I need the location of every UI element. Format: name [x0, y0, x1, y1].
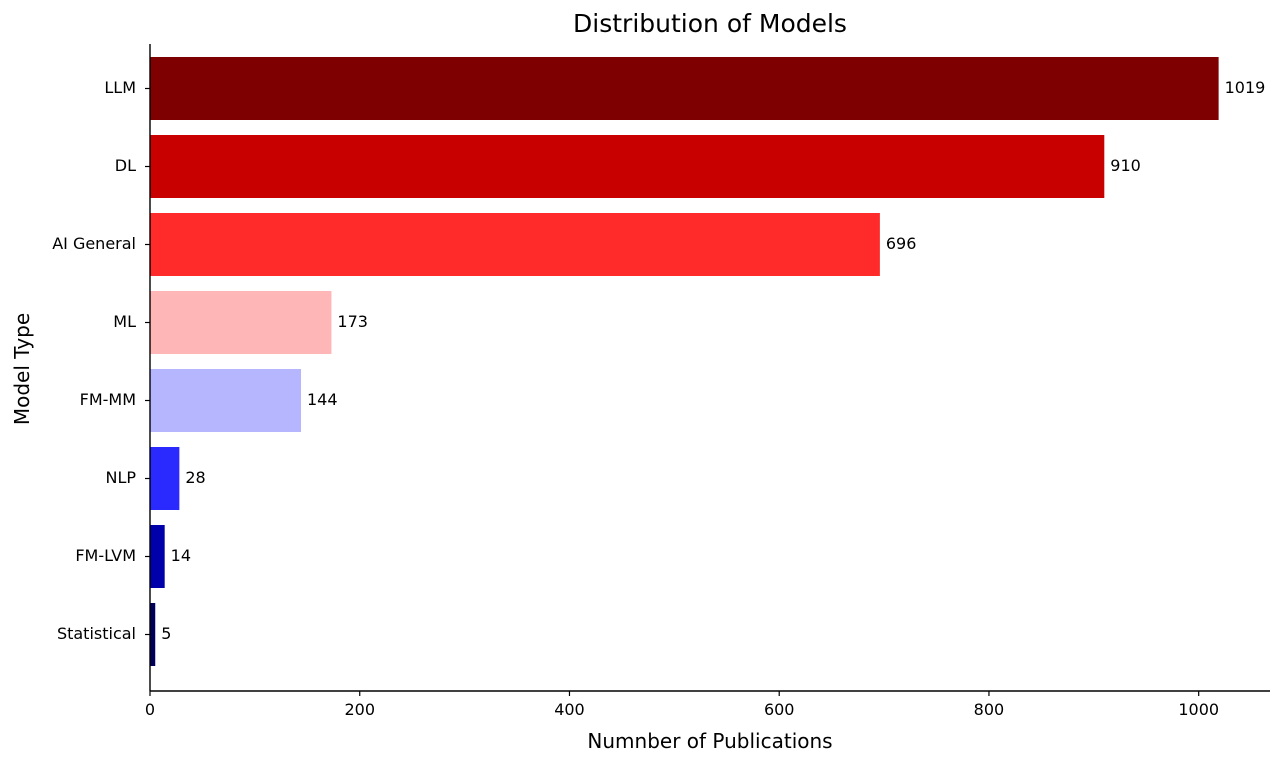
value-label-ai-general: 696 — [886, 234, 917, 253]
x-tick-label-600: 600 — [764, 700, 795, 719]
y-tick-label-nlp: NLP — [105, 468, 136, 487]
bar-ai-general — [150, 213, 880, 276]
bar-ml — [150, 291, 332, 354]
x-tick-label-400: 400 — [554, 700, 585, 719]
bar-dl — [150, 135, 1105, 198]
chart-title: Distribution of Models — [573, 9, 847, 38]
value-label-nlp: 28 — [185, 468, 205, 487]
x-tick-label-800: 800 — [974, 700, 1005, 719]
y-ticks-group: LLM DL AI General ML FM-MM NLP FM-LVM Statistic… — [52, 78, 150, 643]
bar-llm — [150, 57, 1219, 120]
value-label-llm: 1019 — [1225, 78, 1266, 97]
value-labels-group: 1019 910 696 173 144 28 14 5 — [161, 78, 1265, 643]
y-tick-label-statistical: Statistical — [57, 624, 136, 643]
y-tick-label-fm-lvm: FM-LVM — [75, 546, 136, 565]
y-tick-label-dl: DL — [115, 156, 136, 175]
y-tick-label-ai-general: AI General — [52, 234, 136, 253]
value-label-fm-mm: 144 — [307, 390, 338, 409]
x-ticks-group: 0 200 400 600 800 1000 — [145, 691, 1219, 719]
value-label-fm-lvm: 14 — [171, 546, 191, 565]
x-tick-label-1000: 1000 — [1178, 700, 1219, 719]
y-tick-label-llm: LLM — [104, 78, 136, 97]
value-label-statistical: 5 — [161, 624, 171, 643]
bar-fm-mm — [150, 369, 302, 432]
y-axis-label: Model Type — [10, 313, 34, 425]
value-label-ml: 173 — [337, 312, 368, 331]
bar-fm-lvm — [150, 525, 165, 588]
x-tick-label-0: 0 — [145, 700, 155, 719]
value-label-dl: 910 — [1110, 156, 1141, 175]
bar-statistical — [150, 603, 156, 666]
y-tick-label-ml: ML — [113, 312, 136, 331]
x-axis-label: Numnber of Publications — [587, 729, 832, 753]
bars-group — [150, 57, 1219, 666]
x-tick-label-200: 200 — [344, 700, 375, 719]
bar-nlp — [150, 447, 180, 510]
y-tick-label-fm-mm: FM-MM — [80, 390, 136, 409]
